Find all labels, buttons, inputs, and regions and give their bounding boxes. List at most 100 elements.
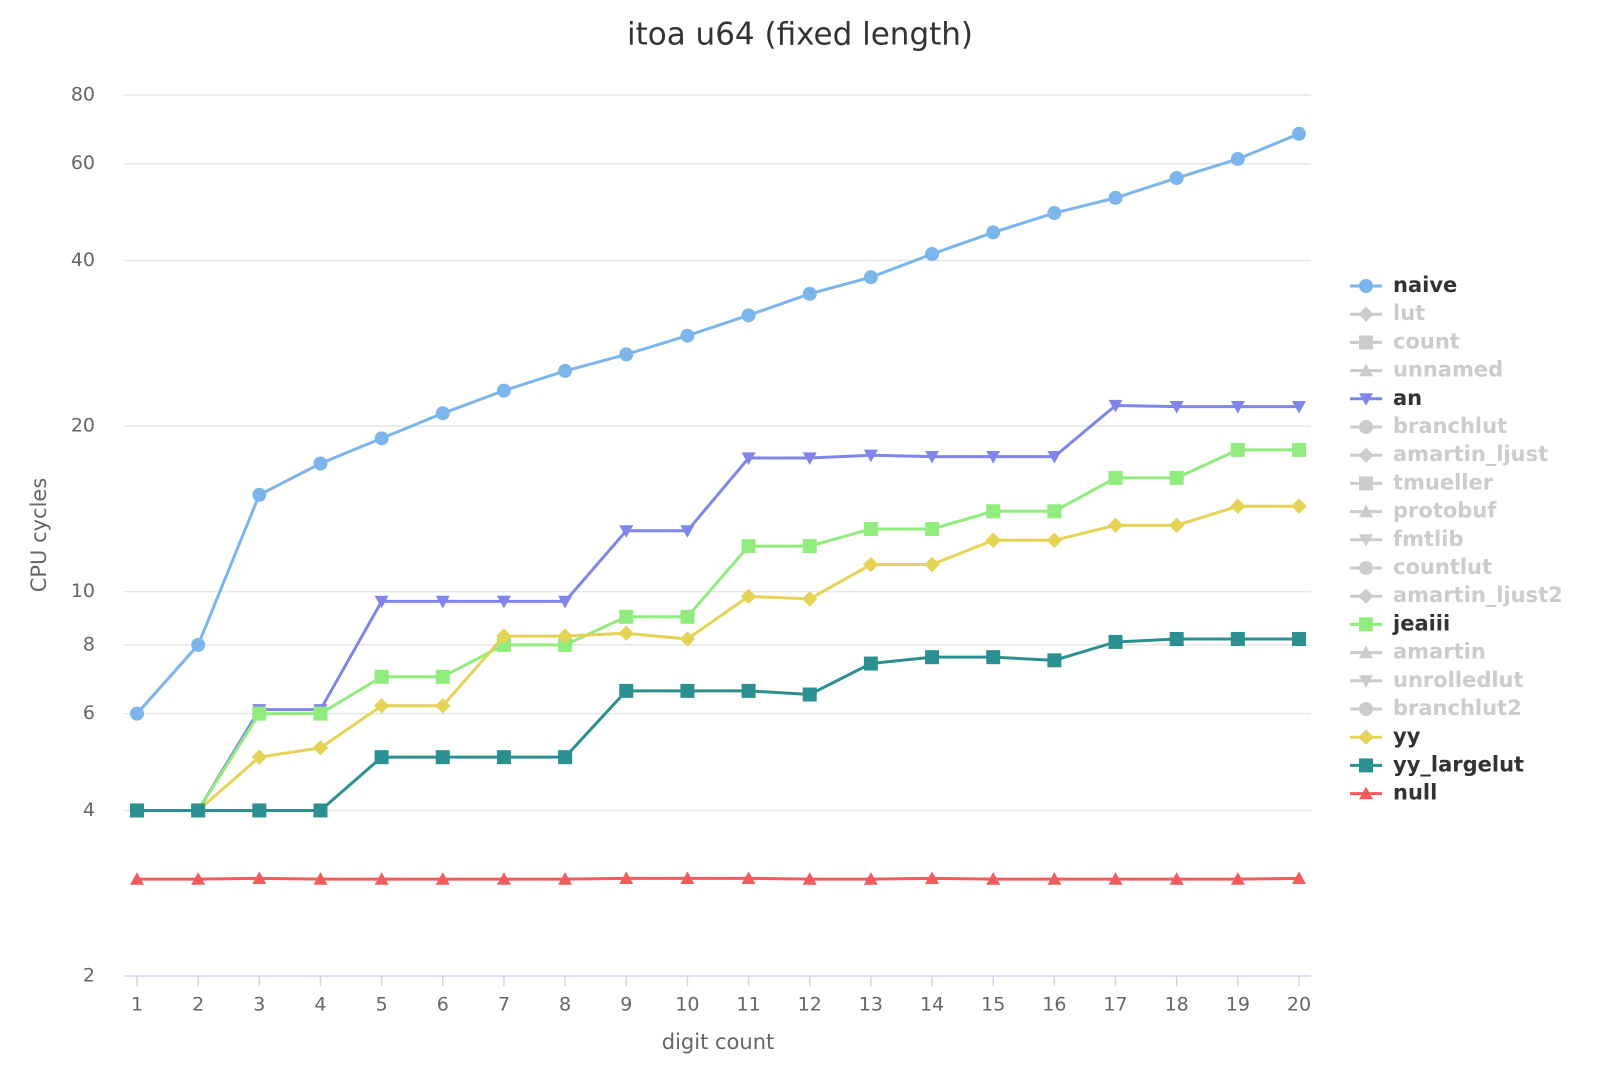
- marker: [130, 706, 144, 721]
- y-tick-label: 4: [83, 799, 95, 821]
- y-tick-label: 6: [83, 702, 95, 724]
- x-tick-label: 14: [920, 994, 944, 1016]
- marker: [680, 525, 695, 538]
- marker: [740, 588, 757, 605]
- marker: [1359, 786, 1373, 800]
- marker: [1108, 399, 1123, 413]
- series-line: [137, 876, 1300, 881]
- marker: [1169, 400, 1184, 414]
- legend-item[interactable]: protobuf: [1393, 499, 1497, 523]
- marker: [679, 631, 696, 647]
- marker: [680, 609, 695, 624]
- marker: [374, 669, 389, 684]
- marker: [557, 628, 573, 644]
- marker: [1230, 872, 1245, 885]
- series-line: [135, 132, 1300, 715]
- legend-item[interactable]: fmtlib: [1393, 527, 1464, 551]
- marker: [252, 487, 267, 502]
- marker: [1358, 447, 1374, 463]
- marker: [558, 750, 573, 765]
- marker: [1359, 645, 1373, 659]
- legend-item[interactable]: amartin_ljust: [1393, 442, 1548, 466]
- marker: [802, 452, 817, 465]
- marker: [130, 803, 144, 818]
- x-tick-label: 10: [675, 994, 699, 1016]
- marker: [1292, 126, 1306, 141]
- marker: [863, 521, 878, 536]
- marker: [435, 595, 450, 609]
- marker: [1230, 400, 1245, 414]
- marker: [435, 698, 451, 714]
- marker: [863, 449, 878, 463]
- marker: [435, 669, 450, 684]
- marker: [252, 706, 267, 721]
- legend-item[interactable]: jeaiii: [1392, 611, 1450, 635]
- legend-item[interactable]: yy: [1393, 724, 1421, 748]
- y-tick-label: 40: [71, 249, 95, 271]
- marker: [1108, 872, 1123, 885]
- marker: [1168, 517, 1185, 534]
- x-tick-label: 16: [1042, 994, 1066, 1016]
- marker: [558, 872, 573, 885]
- marker: [1292, 871, 1306, 884]
- series-line: [137, 637, 1299, 812]
- marker: [1359, 617, 1373, 632]
- series-line: [137, 448, 1299, 812]
- legend-item[interactable]: countlut: [1393, 555, 1492, 579]
- marker: [558, 595, 573, 609]
- marker: [618, 625, 634, 641]
- series-line: [137, 403, 1299, 812]
- legend-item[interactable]: tmueller: [1393, 470, 1494, 494]
- x-tick-label: 7: [498, 994, 510, 1016]
- marker: [251, 749, 268, 765]
- marker: [619, 683, 634, 698]
- legend-item[interactable]: amartin: [1393, 640, 1486, 664]
- legend-item[interactable]: null: [1393, 781, 1437, 805]
- marker: [558, 637, 573, 652]
- legend-item[interactable]: an: [1393, 386, 1422, 410]
- marker: [558, 363, 573, 378]
- y-tick-label: 8: [83, 633, 95, 655]
- marker: [313, 872, 328, 885]
- marker: [802, 872, 817, 885]
- marker: [313, 803, 328, 818]
- marker: [1108, 190, 1123, 205]
- marker: [191, 803, 206, 818]
- marker: [1108, 470, 1123, 485]
- marker: [374, 595, 389, 609]
- y-tick-label: 10: [71, 580, 95, 602]
- marker: [1358, 588, 1374, 604]
- marker: [1230, 632, 1245, 647]
- legend-item[interactable]: unnamed: [1393, 358, 1503, 382]
- marker: [313, 456, 328, 471]
- legend-item[interactable]: branchlut: [1393, 414, 1507, 438]
- marker: [925, 247, 940, 262]
- marker: [1292, 442, 1306, 457]
- legend-item[interactable]: unrolledlut: [1393, 668, 1524, 692]
- marker: [1359, 363, 1373, 377]
- legend-item[interactable]: yy_largelut: [1393, 752, 1524, 776]
- x-axis-title: digit count: [662, 1030, 775, 1054]
- marker: [741, 871, 756, 884]
- legend-item[interactable]: amartin_ljust2: [1393, 583, 1563, 607]
- chart-title: itoa u64 (fixed length): [627, 17, 973, 53]
- marker: [925, 451, 940, 464]
- marker: [1359, 675, 1373, 688]
- marker: [191, 637, 206, 652]
- marker: [1358, 306, 1374, 322]
- y-tick-label: 20: [71, 415, 95, 437]
- x-tick-label: 20: [1287, 994, 1311, 1016]
- marker: [1291, 498, 1307, 514]
- marker: [130, 872, 144, 885]
- marker: [252, 871, 267, 884]
- legend-item[interactable]: count: [1393, 329, 1460, 353]
- marker: [1047, 451, 1062, 464]
- marker: [1292, 400, 1306, 414]
- legend-item[interactable]: branchlut2: [1393, 696, 1522, 720]
- marker: [986, 872, 1001, 885]
- x-tick-label: 9: [620, 994, 632, 1016]
- marker: [374, 431, 389, 446]
- legend-item[interactable]: lut: [1393, 301, 1425, 325]
- legend-item[interactable]: naive: [1393, 273, 1457, 297]
- marker: [863, 656, 878, 671]
